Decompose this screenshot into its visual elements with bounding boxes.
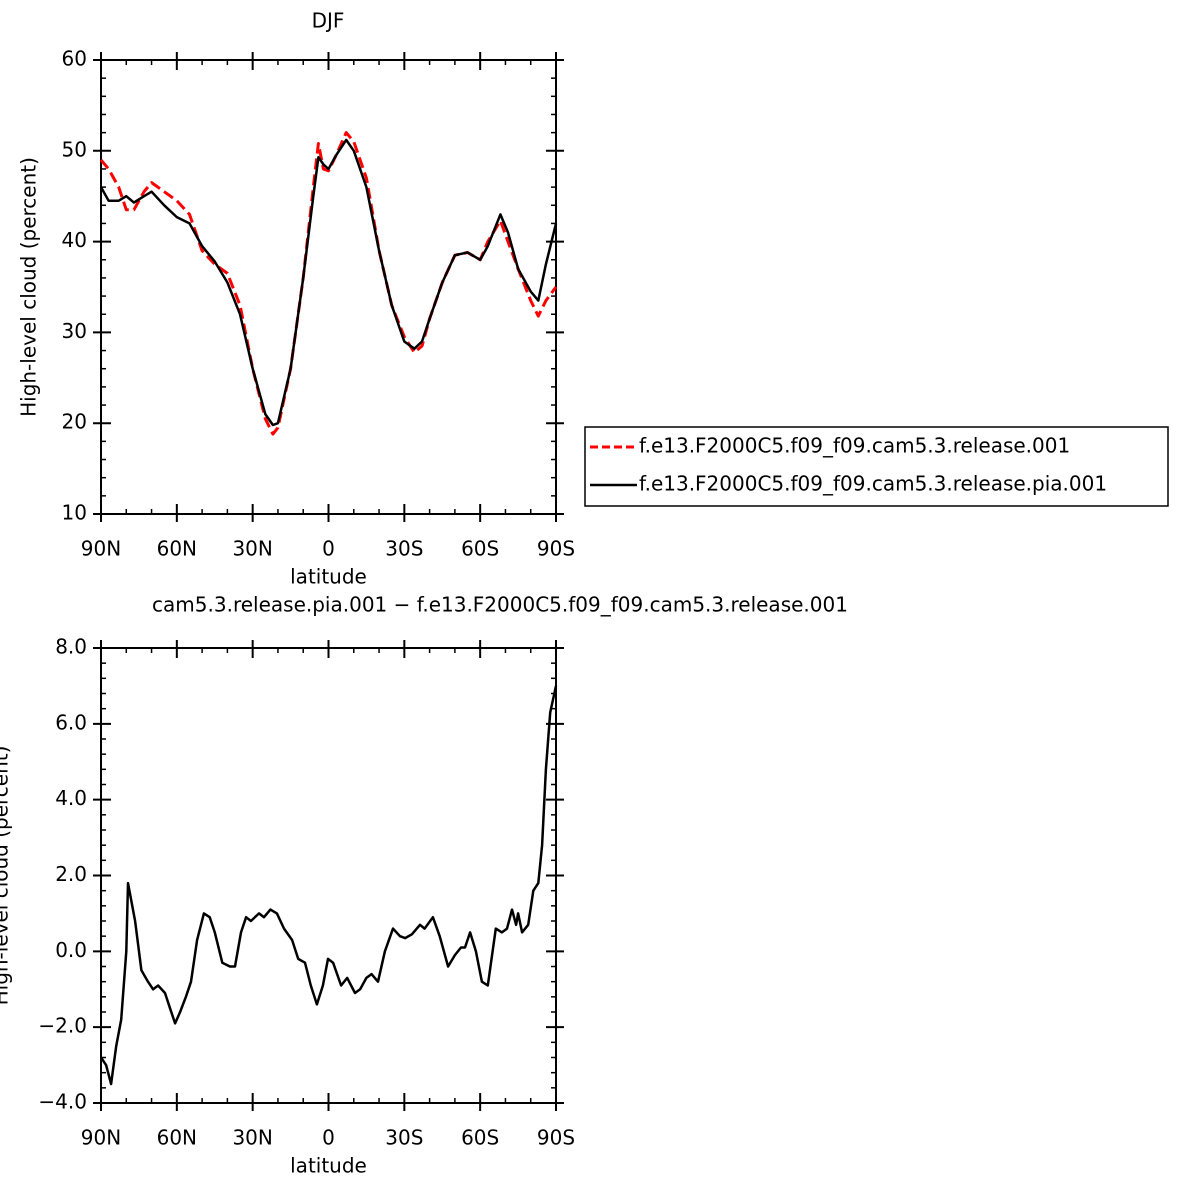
legend-label: f.e13.F2000C5.f09_f09.cam5.3.release.001: [639, 434, 1070, 458]
data-line: [99, 138, 558, 427]
plot-frame: [100, 59, 557, 515]
y-tick-label: 8.0: [55, 635, 87, 659]
y-tick-label: 20: [62, 410, 87, 434]
x-tick-label: 60N: [157, 1126, 197, 1150]
y-tick-label: −2.0: [38, 1014, 87, 1038]
legend-label: f.e13.F2000C5.f09_f09.cam5.3.release.pia…: [639, 472, 1107, 496]
y-tick-label: 2.0: [55, 862, 87, 886]
y-tick-label: 0.0: [55, 938, 87, 962]
x-tick-label: 90N: [81, 1126, 121, 1150]
plot-frame: [100, 647, 557, 1104]
y-tick-label: 30: [62, 319, 87, 343]
y-tick-label: 4.0: [55, 786, 87, 810]
x-tick-label: 30N: [232, 1126, 272, 1150]
y-tick-label: −4.0: [38, 1090, 87, 1114]
y-axis-label: High-level cloud (percent): [0, 746, 13, 1006]
y-tick-label: 6.0: [55, 710, 87, 734]
x-tick-label: 0: [322, 537, 335, 561]
x-tick-label: 0: [322, 1126, 335, 1150]
y-tick-label: 50: [62, 137, 87, 161]
y-axis-label: High-level cloud (percent): [17, 157, 41, 417]
y-tick-label: 60: [62, 47, 87, 71]
x-tick-label: 90S: [537, 537, 575, 561]
data-line: [99, 131, 558, 436]
x-axis-label: latitude: [290, 1154, 367, 1178]
y-tick-label: 10: [62, 501, 87, 525]
chart-title: cam5.3.release.pia.001 − f.e13.F2000C5.f…: [152, 593, 848, 617]
legend-box: [584, 426, 1169, 507]
x-tick-label: 90N: [81, 537, 121, 561]
chart-title: DJF: [312, 9, 345, 33]
x-tick-label: 60N: [157, 537, 197, 561]
x-tick-label: 30N: [232, 537, 272, 561]
x-tick-label: 30S: [385, 1126, 423, 1150]
data-line: [99, 685, 558, 1086]
x-tick-label: 60S: [461, 1126, 499, 1150]
x-tick-label: 60S: [461, 537, 499, 561]
x-tick-label: 30S: [385, 537, 423, 561]
x-axis-label: latitude: [290, 565, 367, 589]
y-tick-label: 40: [62, 228, 87, 252]
x-tick-label: 90S: [537, 1126, 575, 1150]
